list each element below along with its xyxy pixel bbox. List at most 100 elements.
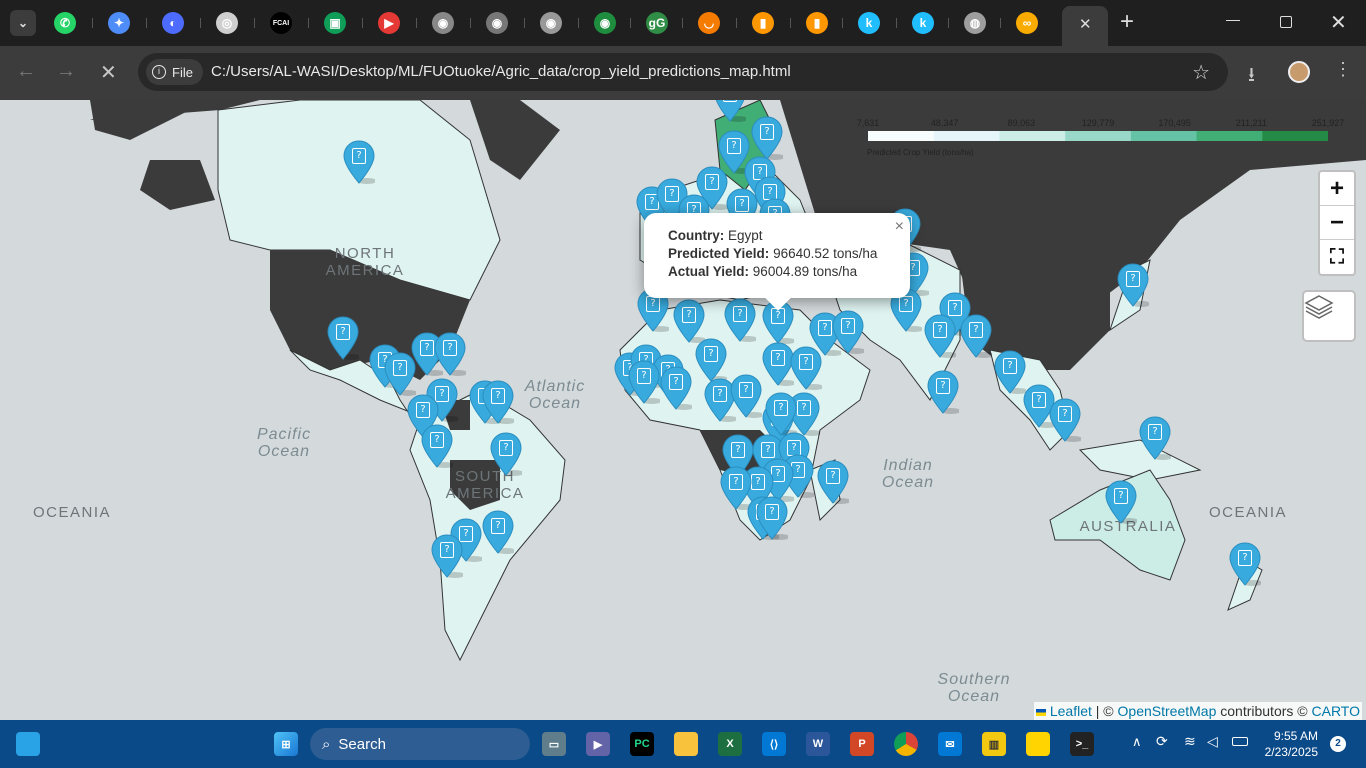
chatgpt-tab-icon[interactable]: ◎ [216, 12, 238, 34]
layers-control-button[interactable] [1302, 290, 1356, 342]
android-tab-icon[interactable]: ▣ [324, 12, 346, 34]
pycharm-icon[interactable]: PC [630, 732, 654, 756]
stop-loading-button[interactable]: ✕ [100, 62, 117, 84]
book-tab-icon-2[interactable]: ▮ [806, 12, 828, 34]
url-text[interactable]: C:/Users/AL-WASI/Desktop/ML/FUOtuoke/Agr… [211, 63, 791, 80]
map-marker[interactable]: ? [431, 534, 463, 578]
kaggle-tab-icon-2[interactable]: k [912, 12, 934, 34]
map-marker[interactable]: ? [411, 332, 443, 376]
taskbar-search[interactable]: ⌕ Search [310, 728, 530, 760]
gemini-tab-icon[interactable]: ✦ [108, 12, 130, 34]
map-marker[interactable]: ? [482, 510, 514, 554]
map-marker[interactable]: ? [994, 350, 1026, 394]
map-marker[interactable]: ? [673, 299, 705, 343]
map-marker[interactable]: ? [343, 140, 375, 184]
map-marker[interactable]: ? [482, 380, 514, 424]
tab-search-dropdown[interactable]: ⌄ [10, 10, 36, 36]
terminal-icon[interactable]: >_ [1070, 732, 1094, 756]
map-marker[interactable]: ? [720, 466, 752, 510]
kaggle-tab-icon-1[interactable]: k [858, 12, 880, 34]
profile-avatar[interactable] [1288, 61, 1310, 83]
minimize-button[interactable] [1226, 20, 1240, 21]
map-marker[interactable]: ? [751, 116, 783, 160]
new-tab-button[interactable]: + [1120, 8, 1135, 35]
map-marker[interactable]: ? [1139, 416, 1171, 460]
wifi-icon[interactable]: ≋ [1184, 733, 1196, 749]
map-marker[interactable]: ? [817, 460, 849, 504]
back-button[interactable]: ← [16, 60, 36, 82]
map-marker[interactable]: ? [660, 366, 692, 410]
map-marker[interactable]: ? [1117, 263, 1149, 307]
map-marker[interactable]: ? [628, 360, 660, 404]
volume-icon[interactable]: ◁ [1207, 733, 1218, 749]
map-marker[interactable]: ? [790, 346, 822, 390]
map-marker[interactable]: ? [809, 312, 841, 356]
site-tab-icon-2[interactable]: ◉ [486, 12, 508, 34]
site-info-chip[interactable]: i File [146, 59, 203, 85]
menu-kebab-icon[interactable]: ⋮ [1334, 59, 1352, 79]
map-marker[interactable]: ? [704, 378, 736, 422]
deepseek-tab-icon[interactable]: ◐ [162, 12, 184, 34]
globe-tab-icon[interactable]: ◍ [964, 12, 986, 34]
carto-link[interactable]: CARTO [1311, 703, 1361, 719]
sticky-notes-icon[interactable] [1026, 732, 1050, 756]
active-tab[interactable]: ✕ [1062, 6, 1108, 46]
fcai-tab-icon[interactable]: FCAI [270, 12, 292, 34]
map-marker[interactable]: ? [927, 370, 959, 414]
vscode-icon[interactable]: ⟨⟩ [762, 732, 786, 756]
teams-icon[interactable]: ▶ [586, 732, 610, 756]
popup-close-button[interactable]: × [894, 218, 904, 235]
fullscreen-button[interactable]: ⛶ [1330, 246, 1344, 268]
widgets-icon[interactable] [16, 732, 40, 756]
close-window-button[interactable]: ✕ [1330, 12, 1347, 34]
book-tab-icon-1[interactable]: ▮ [752, 12, 774, 34]
osm-link[interactable]: OpenStreetMap [1117, 703, 1217, 719]
map-marker[interactable]: ? [756, 496, 788, 540]
power-bi-icon[interactable]: ▥ [982, 732, 1006, 756]
map-marker[interactable]: ? [421, 424, 453, 468]
map-marker[interactable]: ? [765, 392, 797, 436]
mail-icon[interactable]: ✉ [938, 732, 962, 756]
map-marker[interactable]: ? [714, 100, 746, 122]
bookmark-star-icon[interactable]: ☆ [1192, 62, 1210, 84]
forward-button[interactable]: → [56, 60, 76, 82]
map-marker[interactable]: ? [724, 298, 756, 342]
map-marker[interactable]: ? [490, 432, 522, 476]
zoom-in-button[interactable]: + [1320, 172, 1354, 206]
close-tab-icon[interactable]: ✕ [1079, 16, 1092, 33]
youtube-tab-icon[interactable]: ▶ [378, 12, 400, 34]
site-tab-icon-4[interactable]: ◉ [594, 12, 616, 34]
leaflet-link[interactable]: Leaflet [1049, 703, 1092, 719]
zoom-out-button[interactable]: − [1320, 206, 1354, 240]
chrome-icon[interactable] [894, 732, 918, 756]
map-marker[interactable]: ? [384, 352, 416, 396]
map-marker[interactable]: ? [762, 342, 794, 386]
map-marker[interactable]: ? [1105, 480, 1137, 524]
map-marker[interactable]: ? [1229, 542, 1261, 586]
map-marker[interactable]: ? [327, 316, 359, 360]
word-icon[interactable]: W [806, 732, 830, 756]
file-explorer-icon[interactable] [674, 732, 698, 756]
powerpoint-icon[interactable]: P [850, 732, 874, 756]
map-marker[interactable]: ? [434, 332, 466, 376]
tray-chevron-icon[interactable]: ∧ [1132, 734, 1142, 749]
battery-icon[interactable] [1232, 737, 1248, 746]
map-marker[interactable]: ? [695, 338, 727, 382]
map-marker[interactable]: ? [788, 392, 820, 436]
system-clock[interactable]: 9:55 AM 2/23/2025 [1262, 728, 1318, 760]
loading-tab-icon[interactable]: ◡ [698, 12, 720, 34]
map-marker[interactable]: ? [762, 300, 794, 344]
map-marker[interactable]: ? [1023, 384, 1055, 428]
map-marker[interactable]: ? [924, 314, 956, 358]
site-tab-icon-1[interactable]: ◉ [432, 12, 454, 34]
geeksforgeeks-tab-icon[interactable]: gG [646, 12, 668, 34]
download-icon[interactable]: ⭳ [1248, 64, 1255, 86]
excel-icon[interactable]: X [718, 732, 742, 756]
leaflet-map[interactable]: NORTH AMERICA SOUTH AMERICA AUSTRALIA OC… [0, 100, 1366, 720]
start-button[interactable]: ⊞ [274, 732, 298, 756]
map-marker[interactable]: ? [832, 310, 864, 354]
map-marker[interactable]: ? [960, 314, 992, 358]
whatsapp-tab-icon[interactable]: ✆ [54, 12, 76, 34]
site-tab-icon-3[interactable]: ◉ [540, 12, 562, 34]
sync-icon[interactable]: ⟳ [1156, 733, 1168, 749]
